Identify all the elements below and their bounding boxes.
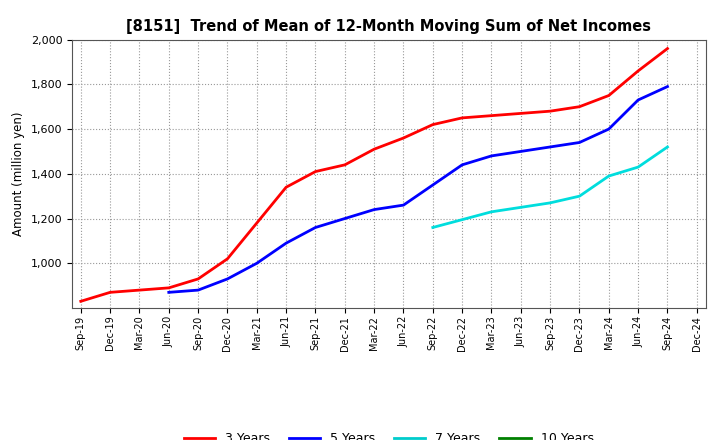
3 Years [311,169,320,174]
3 Years [458,115,467,121]
3 Years [106,290,114,295]
3 Years [634,68,642,73]
5 Years [194,287,202,293]
7 Years [487,209,496,214]
Y-axis label: Amount (million yen): Amount (million yen) [12,112,25,236]
5 Years [634,97,642,103]
5 Years [253,260,261,266]
3 Years [223,256,232,261]
5 Years [428,182,437,187]
3 Years [253,220,261,226]
5 Years [546,144,554,150]
3 Years [663,46,672,51]
5 Years [282,241,290,246]
7 Years [634,165,642,170]
7 Years [605,173,613,179]
3 Years [76,299,85,304]
5 Years [663,84,672,89]
5 Years [458,162,467,168]
3 Years [428,122,437,127]
5 Years [487,153,496,158]
5 Years [311,225,320,230]
3 Years [399,136,408,141]
7 Years [663,144,672,150]
5 Years [341,216,349,221]
5 Years [516,149,525,154]
5 Years [223,276,232,282]
7 Years [516,205,525,210]
3 Years [370,147,379,152]
3 Years [341,162,349,168]
Line: 3 Years: 3 Years [81,48,667,301]
3 Years [487,113,496,118]
3 Years [194,276,202,282]
5 Years [575,140,584,145]
5 Years [605,126,613,132]
Legend: 3 Years, 5 Years, 7 Years, 10 Years: 3 Years, 5 Years, 7 Years, 10 Years [179,427,598,440]
7 Years [458,217,467,222]
3 Years [546,109,554,114]
7 Years [428,225,437,230]
Title: [8151]  Trend of Mean of 12-Month Moving Sum of Net Incomes: [8151] Trend of Mean of 12-Month Moving … [126,19,652,34]
3 Years [575,104,584,109]
7 Years [546,200,554,205]
Line: 5 Years: 5 Years [168,87,667,292]
3 Years [164,285,173,290]
7 Years [575,194,584,199]
3 Years [282,184,290,190]
5 Years [399,202,408,208]
5 Years [370,207,379,212]
3 Years [516,111,525,116]
3 Years [605,93,613,98]
3 Years [135,287,144,293]
Line: 7 Years: 7 Years [433,147,667,227]
5 Years [164,290,173,295]
